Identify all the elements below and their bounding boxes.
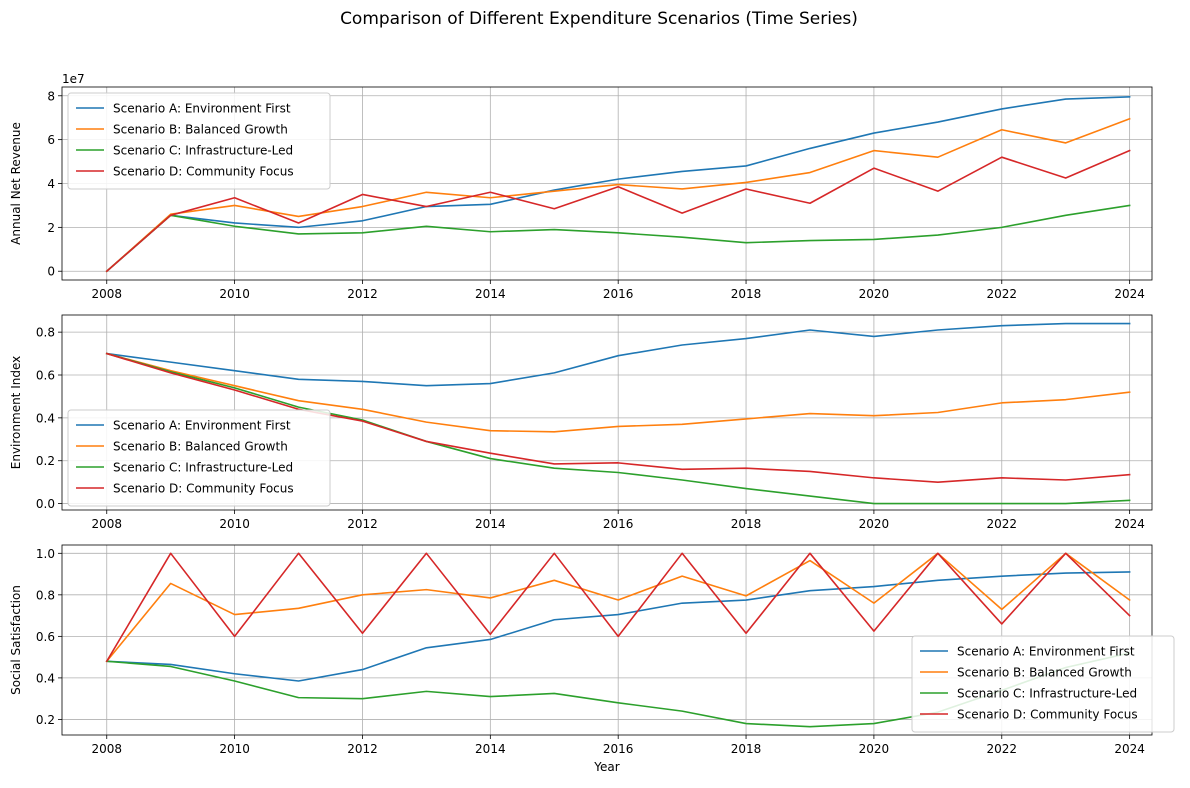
legend-label-b: Scenario B: Balanced Growth (113, 440, 288, 454)
y-tick-label: 0.4 (36, 411, 55, 425)
series-line-a (105, 571, 1131, 682)
x-tick-label: 2018 (731, 517, 762, 531)
x-tick-label: 2012 (347, 287, 378, 301)
legend-box (911, 635, 1175, 733)
x-tick-label: 2022 (986, 742, 1017, 756)
y-tick-label: 0.2 (36, 454, 55, 468)
x-tick-label: 2020 (859, 742, 890, 756)
legend-label-a: Scenario A: Environment First (113, 102, 291, 116)
y-tick-label: 0 (47, 265, 55, 279)
x-tick-label: 2010 (219, 742, 250, 756)
legend-label-c: Scenario C: Infrastructure-Led (957, 687, 1137, 701)
y-tick-label: 0.8 (36, 588, 55, 602)
x-tick-label: 2010 (219, 517, 250, 531)
chart-panel-2: 2008 2010 2012 2014 2016 2018 2020 2022 2024 0.0 0… (9, 314, 1153, 531)
series-line-b (105, 117, 1131, 273)
legend-label-a: Scenario A: Environment First (957, 645, 1135, 659)
series-line-c (105, 352, 1131, 505)
chart-panel-3: 2008 2010 2012 2014 2016 2018 2020 2022 2024 0.2 0… (9, 544, 1175, 774)
chart-panel-1: 2008 2010 2012 2014 2016 2018 2020 2022 2024 0 2 4 6… (9, 72, 1153, 301)
x-tick-label: 2024 (1114, 517, 1145, 531)
y-tick-label: 0.2 (36, 713, 55, 727)
legend-label-b: Scenario B: Balanced Growth (957, 666, 1132, 680)
x-tick-label: 2016 (603, 742, 634, 756)
legend-label-d: Scenario D: Community Focus (957, 708, 1138, 722)
series-line-b (105, 552, 1131, 663)
x-tick-label: 2020 (859, 517, 890, 531)
x-tick-label: 2008 (91, 742, 122, 756)
y-tick-label: 8 (47, 89, 55, 103)
y-axis-label: Annual Net Revenue (9, 122, 23, 245)
x-tick-label: 2012 (347, 517, 378, 531)
x-tick-label: 2012 (347, 742, 378, 756)
x-tick-label: 2022 (986, 517, 1017, 531)
x-tick-label: 2022 (986, 287, 1017, 301)
x-tick-label: 2014 (475, 287, 506, 301)
series-line-d (105, 352, 1131, 483)
y-tick-label: 1.0 (36, 547, 55, 561)
legend: Scenario A: Environment First Scenario B:… (67, 92, 331, 190)
x-tick-label: 2014 (475, 517, 506, 531)
y-offset-label: 1e7 (62, 72, 85, 86)
x-tick-label: 2020 (859, 287, 890, 301)
x-tick-label: 2016 (603, 287, 634, 301)
x-tick-label: 2008 (91, 517, 122, 531)
y-tick-label: 0.6 (36, 630, 55, 644)
legend-box (67, 409, 331, 507)
y-tick-label: 0.8 (36, 326, 55, 340)
x-tick-label: 2024 (1114, 742, 1145, 756)
x-tick-label: 2008 (91, 287, 122, 301)
legend-label-c: Scenario C: Infrastructure-Led (113, 461, 293, 475)
series-line-a (105, 96, 1131, 273)
y-axis-label: Social Satisfaction (9, 585, 23, 695)
series-line-a (105, 322, 1131, 387)
x-tick-label: 2014 (475, 742, 506, 756)
x-tick-label: 2010 (219, 287, 250, 301)
legend: Scenario A: Environment First Scenario B:… (67, 409, 331, 507)
x-tick-label: 2018 (731, 742, 762, 756)
legend-label-b: Scenario B: Balanced Growth (113, 123, 288, 137)
series-line-c (105, 204, 1131, 273)
y-tick-label: 2 (47, 221, 55, 235)
y-tick-label: 0.4 (36, 671, 55, 685)
y-tick-label: 0.0 (36, 497, 55, 511)
y-tick-label: 4 (47, 177, 55, 191)
plot-frame (61, 314, 1153, 511)
y-axis-label: Environment Index (9, 356, 23, 469)
series-line-d (105, 552, 1131, 663)
legend-label-d: Scenario D: Community Focus (113, 165, 294, 179)
x-tick-label: 2018 (731, 287, 762, 301)
figure-title: Comparison of Different Expenditure Scen… (340, 9, 858, 29)
legend-label-d: Scenario D: Community Focus (113, 482, 294, 496)
y-tick-label: 0.6 (36, 369, 55, 383)
x-axis-label: Year (593, 760, 619, 774)
legend-label-c: Scenario C: Infrastructure-Led (113, 144, 293, 158)
legend-label-a: Scenario A: Environment First (113, 419, 291, 433)
legend: Scenario A: Environment First Scenario B:… (911, 635, 1175, 733)
x-tick-label: 2024 (1114, 287, 1145, 301)
series-line-b (105, 352, 1131, 433)
legend-box (67, 92, 331, 190)
y-tick-label: 6 (47, 133, 55, 147)
series-line-d (105, 149, 1131, 273)
x-tick-label: 2016 (603, 517, 634, 531)
